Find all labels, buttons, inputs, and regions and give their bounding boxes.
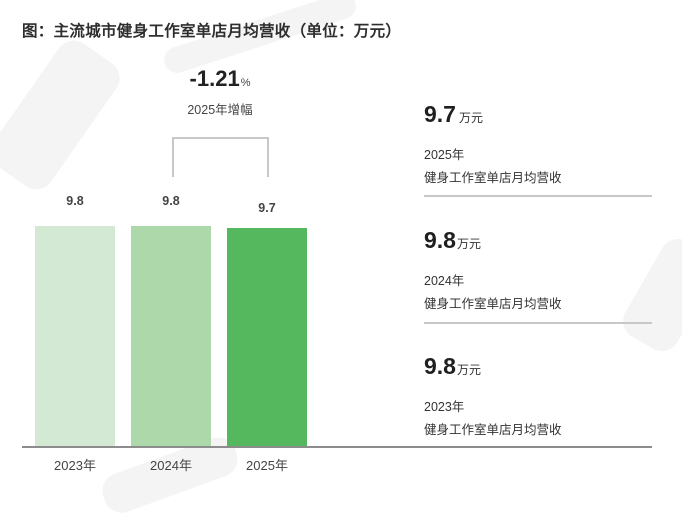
card-number: 9.8 — [424, 353, 456, 379]
bar-2024 — [131, 226, 211, 447]
summary-card-2025: 9.7 万元 2025年 健身工作室单店月均营收 — [424, 100, 652, 188]
bar-value-label-2024: 9.8 — [162, 194, 180, 208]
x-label-2023: 2023年 — [54, 458, 96, 473]
x-label-2024: 2024年 — [150, 458, 192, 473]
change-label: 2025年增幅 — [187, 103, 253, 117]
chart-title: 图：主流城市健身工作室单店月均营收（单位：万元） — [22, 23, 402, 40]
card-number: 9.8 — [424, 227, 456, 253]
bar-value-label-2025: 9.7 — [258, 201, 276, 215]
summary-card-2023: 9.8万元 2023年 健身工作室单店月均营收 — [424, 352, 652, 440]
change-bracket — [172, 137, 269, 177]
card-divider — [424, 195, 652, 197]
change-value: -1.21% — [150, 66, 290, 96]
card-description: 健身工作室单店月均营收 — [424, 423, 562, 437]
card-value: 9.8万元 — [424, 226, 652, 258]
card-description: 健身工作室单店月均营收 — [424, 297, 562, 311]
card-year: 2023年 — [424, 400, 465, 414]
x-label-2025: 2025年 — [246, 458, 288, 473]
card-unit: 万元 — [456, 237, 481, 251]
bar-2025 — [227, 228, 307, 447]
card-unit: 万元 — [458, 111, 483, 125]
watermark-shape — [0, 33, 127, 197]
card-year: 2024年 — [424, 274, 465, 288]
card-value: 9.7 万元 — [424, 100, 652, 132]
card-value: 9.8万元 — [424, 352, 652, 384]
summary-card-2024: 9.8万元 2024年 健身工作室单店月均营收 — [424, 226, 652, 314]
card-year: 2025年 — [424, 148, 465, 162]
card-divider — [424, 322, 652, 324]
bar-value-label-2023: 9.8 — [66, 194, 84, 208]
card-unit: 万元 — [456, 363, 481, 377]
card-description: 健身工作室单店月均营收 — [424, 171, 562, 185]
change-unit: % — [240, 77, 251, 89]
bar-2023 — [35, 226, 115, 447]
card-number: 9.7 — [424, 101, 456, 127]
change-annotation: -1.21% 2025年增幅 — [150, 66, 290, 118]
change-number: -1.21 — [189, 66, 240, 91]
x-axis-baseline — [22, 446, 652, 448]
